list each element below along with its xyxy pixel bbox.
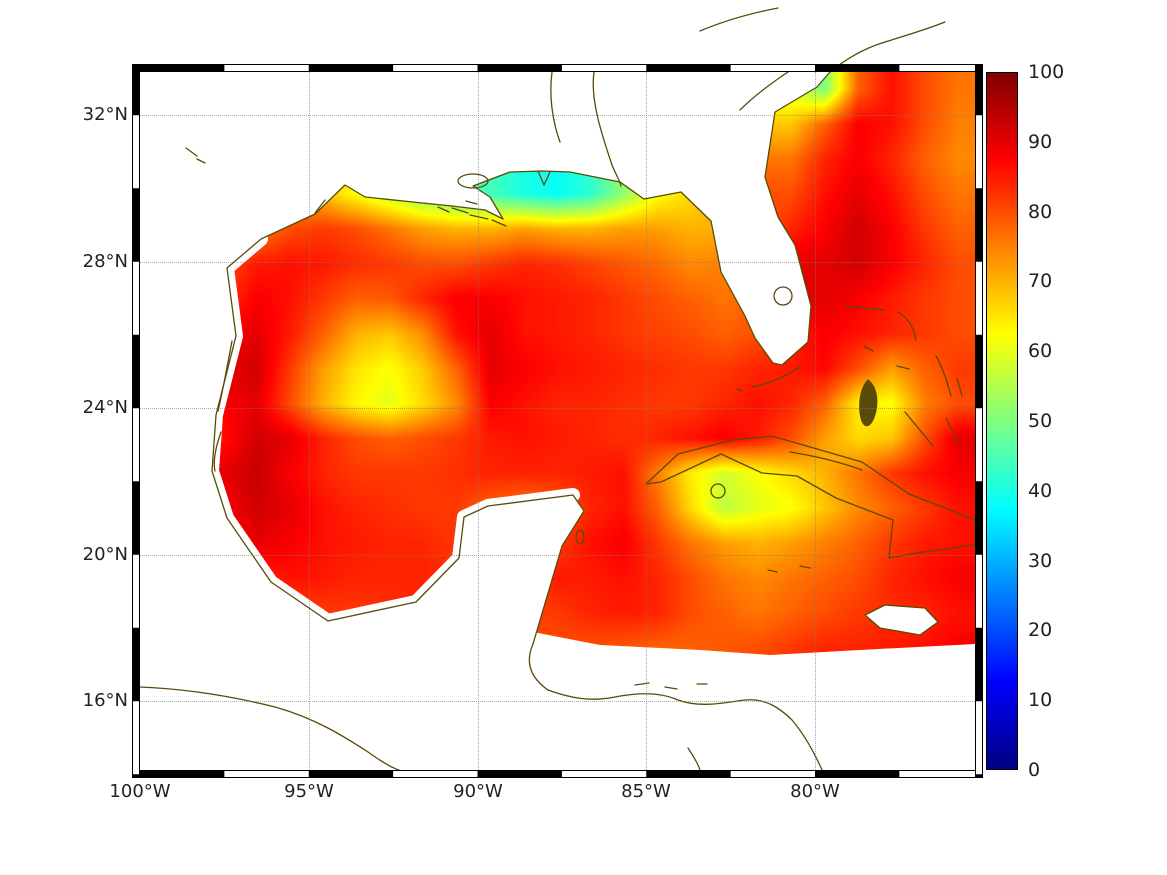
map-frame-band-left [132,64,140,778]
andros-island [859,379,878,427]
lake-pontchartrain [457,173,489,189]
x-tick-label: 100°W [109,781,171,802]
grand-bahama-island [844,305,885,311]
eleuthera-island [935,355,952,397]
colorbar-tick-label: 20 [1028,619,1053,641]
colorbar-tick-label: 90 [1028,131,1053,153]
laguna-madre-tamaulipas [213,431,222,472]
gridline-85w [646,72,647,770]
exuma-cays [904,411,934,447]
colorbar-tick-label: 10 [1028,689,1053,711]
pacific-coastline [139,686,400,771]
gridline-24n [140,408,975,409]
cuba-north-cays [789,451,863,471]
colorbar-tick-label: 30 [1028,550,1053,572]
y-tick-label: 28°N [82,251,128,272]
gridline-32n [140,115,975,116]
honduras-coastline [547,689,823,771]
gridline-90w [478,72,479,770]
berry-islands [863,345,874,352]
texas-river-specks [185,147,206,164]
florida-keys [736,366,801,392]
carolina-coast-above-frame [699,7,946,73]
laguna-madre-texas [217,340,233,412]
map-frame-band-right [975,64,983,778]
x-tick-label: 85°W [621,781,671,802]
cayman-islands [767,565,811,573]
north-america-landmass [140,72,830,770]
gridline-28n [140,262,975,263]
y-tick-label: 20°N [82,544,128,565]
new-providence-island [896,365,910,370]
galveston-bay [314,199,326,214]
x-tick-label: 80°W [790,781,840,802]
river-lines [550,71,789,187]
cuba-coastline [645,435,976,559]
colorbar-tick-label: 70 [1028,270,1053,292]
gridline-16n [140,701,975,702]
mississippi-delta-marsh [437,200,507,227]
colorbar-tick-label: 40 [1028,480,1053,502]
x-tick-label: 95°W [284,781,334,802]
colorbar-tick-label: 60 [1028,340,1053,362]
abaco-island [897,311,917,341]
nicaragua-coastline [687,747,701,771]
x-tick-label: 90°W [453,781,503,802]
map-frame-band-bottom [132,770,983,778]
gridline-20n [140,555,975,556]
gridline-80w [815,72,816,770]
colorbar [986,72,1018,770]
y-tick-label: 16°N [82,690,128,711]
y-tick-label: 32°N [82,104,128,125]
colorbar-tick-label: 0 [1028,759,1041,781]
long-island-bahamas [945,417,959,443]
colorbar-tick-label: 80 [1028,201,1053,223]
lake-okeechobee [773,286,793,306]
cozumel-island [575,529,585,545]
gulf-atlantic-coastline [211,71,831,645]
jamaica-coastline [864,604,939,636]
colorbar-tick-label: 100 [1028,61,1065,83]
y-tick-label: 24°N [82,397,128,418]
gridline-95w [309,72,310,770]
mobile-bay [537,170,551,186]
cat-island [956,377,963,397]
colorbar-tick-label: 50 [1028,410,1053,432]
map-frame-band-top [132,64,983,72]
isla-juventud-coastline [710,483,726,499]
belize-guatemala-coastline [528,643,549,691]
